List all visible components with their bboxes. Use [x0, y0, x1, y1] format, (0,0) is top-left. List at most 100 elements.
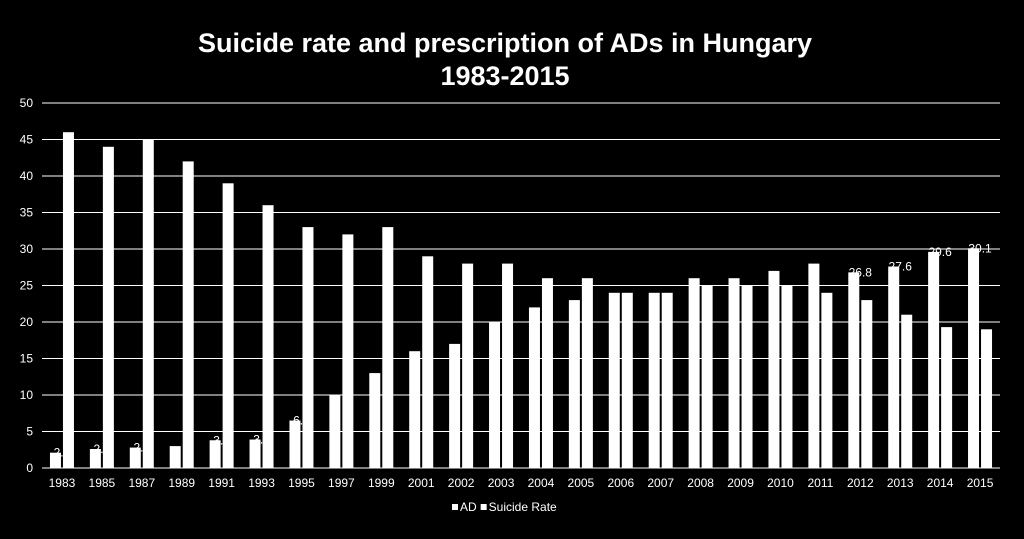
x-tick-label: 1995	[288, 476, 315, 490]
legend-label: AD	[460, 500, 477, 514]
chart-title-line-1: Suicide rate and prescription of ADs in …	[198, 28, 812, 58]
bar-ad	[489, 322, 501, 468]
x-axis: 1983 1985 1987 1989 1991 1993 1995 1997 1999 2001…	[42, 467, 1000, 490]
bar-suicide-rate	[741, 285, 753, 468]
y-tick-label: 20	[20, 315, 34, 329]
bar-ad	[848, 272, 860, 468]
bar-ad	[89, 449, 101, 468]
data-label-ad: 3.9	[253, 433, 270, 447]
bar-suicide-rate	[382, 227, 394, 468]
bar-suicide-rate	[581, 278, 593, 468]
x-tick-label: 2007	[647, 476, 674, 490]
bar-ad	[409, 351, 421, 468]
bar-ad	[808, 263, 820, 468]
bar-ad	[608, 292, 620, 468]
x-tick-label: 2005	[568, 476, 595, 490]
bar-ad	[728, 278, 740, 468]
chart-title-line-2: 1983-2015	[440, 61, 569, 91]
data-label-ad: 2.6	[94, 442, 111, 456]
bar-suicide-rate	[981, 329, 993, 468]
y-tick-label: 35	[20, 206, 34, 220]
y-tick-label: 50	[20, 96, 34, 110]
data-label-ad: 26.8	[849, 265, 873, 279]
y-tick-label: 5	[26, 425, 33, 439]
bar-ad	[528, 307, 540, 468]
bar-suicide-rate	[701, 285, 713, 468]
data-label-ad: 27.6	[889, 260, 913, 274]
bar-suicide-rate	[941, 327, 953, 468]
x-tick-label: 2003	[488, 476, 515, 490]
bar-suicide-rate	[222, 183, 234, 469]
bar-ad	[968, 248, 980, 468]
x-tick-label: 2001	[408, 476, 435, 490]
bar-ad	[329, 395, 341, 468]
x-tick-label: 1987	[128, 476, 155, 490]
bar-suicide-rate	[302, 227, 314, 468]
x-tick-label: 1993	[248, 476, 275, 490]
data-label-ad: 2.1	[54, 446, 71, 460]
data-labels: 2.1 2.6 2.8 3.8 3.9 6.5 26.8 27.6 29.6 30.1	[54, 241, 992, 459]
bar-suicide-rate	[342, 234, 354, 468]
bar-suicide-rate	[861, 300, 873, 468]
bar-suicide-rate	[901, 314, 913, 468]
bar-ad	[169, 446, 181, 468]
bar-ad	[648, 292, 660, 468]
y-axis: 0 5 10 15 20 25 30 35 40 45 50	[20, 96, 34, 475]
x-tick-label: 2011	[807, 476, 833, 490]
bar-ad	[209, 440, 221, 468]
y-tick-label: 0	[26, 461, 33, 475]
data-label-ad: 29.6	[928, 245, 952, 259]
y-tick-label: 30	[20, 242, 34, 256]
gridlines	[42, 102, 1000, 469]
x-tick-label: 2012	[847, 476, 874, 490]
bars	[49, 132, 993, 469]
y-tick-label: 25	[20, 279, 34, 293]
bar-ad	[289, 420, 301, 468]
bar-suicide-rate	[422, 256, 434, 468]
bar-suicide-rate	[102, 146, 114, 469]
bar-suicide-rate	[781, 285, 793, 468]
bar-suicide-rate	[182, 161, 194, 468]
bar-ad	[888, 266, 900, 468]
bar-ad	[568, 300, 580, 468]
data-label-ad: 6.5	[293, 414, 310, 428]
legend-swatch	[452, 504, 458, 510]
bar-ad	[688, 278, 700, 468]
x-tick-label: 1997	[328, 476, 355, 490]
x-tick-label: 2013	[887, 476, 914, 490]
bar-suicide-rate	[142, 139, 154, 468]
x-tick-label: 1985	[89, 476, 116, 490]
bar-ad	[928, 251, 940, 468]
data-label-ad: 2.8	[133, 441, 150, 455]
bar-suicide-rate	[621, 292, 633, 468]
bar-ad	[249, 439, 261, 468]
bar-ad	[449, 343, 461, 468]
legend-swatch	[480, 504, 487, 510]
bar-suicide-rate	[541, 278, 553, 468]
bar-suicide-rate	[62, 132, 74, 468]
bar-ad	[768, 270, 780, 468]
data-label-ad: 3.8	[213, 433, 230, 447]
x-tick-label: 2015	[967, 476, 994, 490]
x-tick-label: 1983	[49, 476, 76, 490]
y-tick-label: 45	[20, 133, 34, 147]
y-tick-label: 15	[20, 352, 34, 366]
bar-suicide-rate	[462, 263, 474, 468]
x-tick-label: 2009	[727, 476, 754, 490]
x-tick-label: 1989	[168, 476, 195, 490]
legend-label: Suicide Rate	[489, 500, 557, 514]
data-label-ad: 30.1	[968, 241, 992, 255]
y-tick-label: 40	[20, 169, 34, 183]
x-tick-label: 2004	[528, 476, 555, 490]
x-tick-label: 2010	[767, 476, 794, 490]
x-tick-label: 2008	[687, 476, 714, 490]
x-tick-label: 2006	[607, 476, 634, 490]
bar-suicide-rate	[661, 292, 673, 468]
bar-suicide-rate	[262, 205, 274, 468]
x-tick-label: 1991	[208, 476, 235, 490]
bar-suicide-rate	[821, 292, 833, 468]
bar-ad	[49, 452, 61, 468]
x-tick-label: 2014	[927, 476, 954, 490]
legend: AD Suicide Rate	[452, 500, 557, 514]
